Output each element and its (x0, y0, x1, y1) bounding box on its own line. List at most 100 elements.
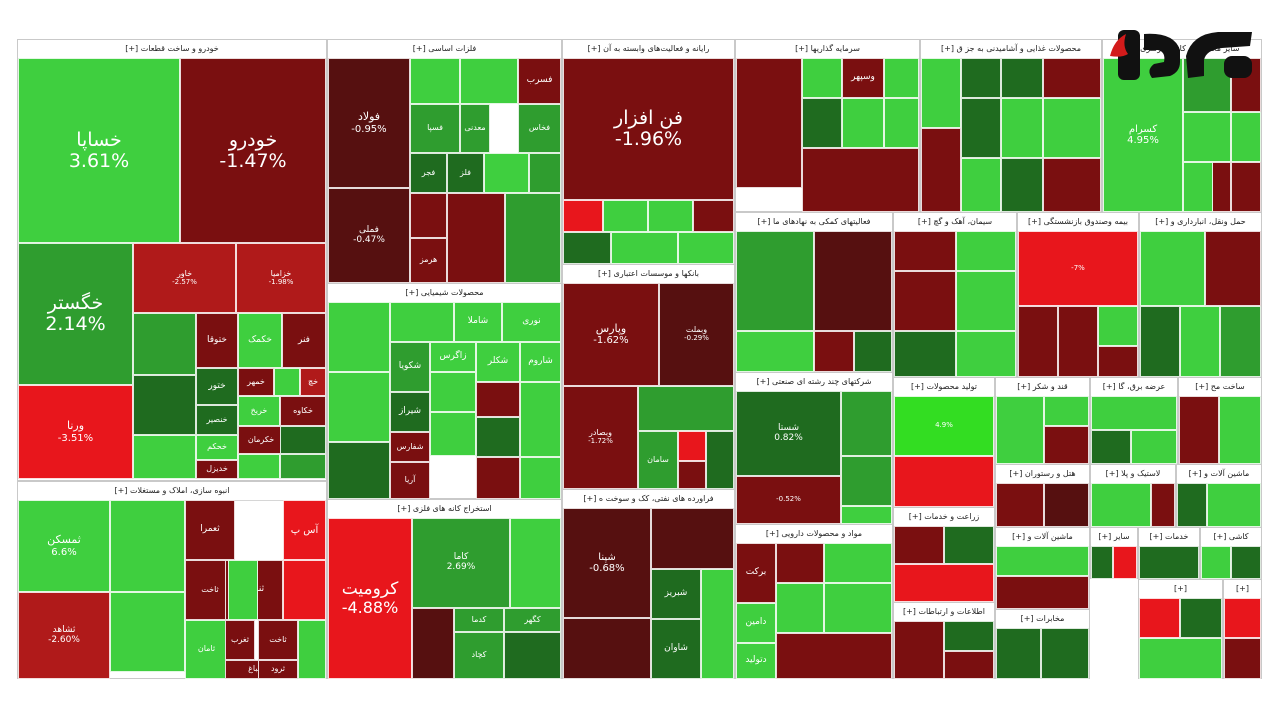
sector-header[interactable]: ماشین آلات و [+] (996, 528, 1089, 547)
stock-tile[interactable] (529, 153, 561, 193)
stock-tile[interactable] (298, 620, 326, 679)
stock-tile[interactable]: خودرو -1.47% (180, 58, 326, 243)
stock-tile[interactable] (814, 331, 854, 372)
sector-header[interactable]: فراورده های نفتی، کک و سوخت ه [+] (563, 490, 734, 509)
stock-tile[interactable]: فن افزار -1.96% (563, 58, 734, 200)
sector-header[interactable]: سرمایه گذاریها [+] (736, 40, 919, 59)
stock-tile[interactable] (447, 193, 505, 283)
stock-tile[interactable] (944, 621, 994, 651)
stock-tile[interactable]: -0.52% (736, 476, 841, 524)
stock-tile[interactable] (701, 569, 734, 679)
stock-tile[interactable] (678, 461, 706, 489)
stock-tile[interactable] (1043, 158, 1101, 212)
stock-tile[interactable] (476, 457, 520, 499)
stock-tile[interactable] (961, 98, 1001, 158)
stock-tile[interactable] (1231, 162, 1261, 212)
stock-tile[interactable]: نوری (502, 302, 561, 342)
stock-tile[interactable] (776, 633, 892, 679)
stock-tile[interactable]: خگستر 2.14% (18, 243, 133, 385)
stock-tile[interactable]: فخاس (518, 104, 561, 153)
sector-header[interactable]: خودرو و ساخت قطعات [+] (18, 40, 326, 59)
stock-tile[interactable] (921, 58, 961, 128)
stock-tile[interactable] (824, 543, 892, 583)
stock-tile[interactable] (1231, 112, 1261, 162)
stock-tile[interactable]: فجر (410, 153, 447, 193)
stock-tile[interactable]: شفارس (390, 432, 430, 462)
stock-tile[interactable] (1058, 306, 1098, 377)
stock-tile[interactable] (824, 583, 892, 633)
stock-tile[interactable] (1177, 483, 1207, 527)
stock-tile[interactable]: خریخ (238, 396, 280, 426)
stock-tile[interactable] (328, 372, 390, 442)
stock-tile[interactable] (678, 431, 706, 461)
stock-tile[interactable] (110, 592, 185, 672)
stock-tile[interactable]: کگهر (504, 608, 561, 632)
stock-tile[interactable]: ثشاهد -2.60% (18, 592, 110, 679)
stock-tile[interactable] (996, 546, 1089, 576)
stock-tile[interactable] (1140, 306, 1180, 377)
stock-tile[interactable] (1224, 598, 1261, 638)
stock-tile[interactable]: فسرب (518, 58, 561, 104)
stock-tile[interactable]: کاما 2.69% (412, 518, 510, 608)
stock-tile[interactable] (238, 454, 280, 479)
stock-tile[interactable] (520, 382, 561, 457)
stock-tile[interactable] (1201, 546, 1231, 579)
stock-tile[interactable] (1140, 231, 1205, 306)
sector-header[interactable]: شرکتهای چند رشته ای صنعتی [+] (736, 373, 892, 392)
stock-tile[interactable] (412, 608, 454, 679)
stock-tile[interactable]: خکاوه (280, 396, 326, 426)
stock-tile[interactable] (1183, 112, 1231, 162)
stock-tile[interactable] (776, 543, 824, 583)
stock-tile[interactable] (1091, 396, 1177, 430)
sector-header[interactable]: انبوه سازی، املاک و مستغلات [+] (18, 482, 326, 501)
stock-tile[interactable]: ثامان (185, 620, 228, 679)
sector-header[interactable]: اطلاعات و ارتباطات [+] (894, 603, 994, 622)
sector-header[interactable]: عرضه برق، گا [+] (1091, 378, 1177, 397)
sector-header[interactable]: محصولات شیمیایی [+] (328, 284, 561, 303)
sector-header[interactable]: قند و شکر [+] (996, 378, 1089, 397)
stock-tile[interactable] (274, 368, 300, 396)
stock-tile[interactable] (603, 200, 648, 232)
sector-header[interactable]: بیمه وصندوق بازنشستگی [+] (1018, 213, 1138, 232)
sector-header[interactable]: مخابرات [+] (996, 610, 1089, 629)
stock-tile[interactable] (961, 158, 1001, 212)
stock-tile[interactable] (410, 58, 460, 104)
stock-tile[interactable]: خدیزل (196, 460, 238, 479)
stock-tile[interactable] (504, 632, 561, 679)
stock-tile[interactable] (280, 454, 326, 479)
stock-tile[interactable] (476, 417, 520, 457)
stock-tile[interactable] (884, 58, 919, 98)
stock-tile[interactable]: معدنی (460, 104, 490, 153)
stock-tile[interactable] (894, 231, 956, 271)
stock-tile[interactable] (921, 128, 961, 212)
stock-tile[interactable] (1179, 396, 1219, 464)
stock-tile[interactable] (1043, 98, 1101, 158)
stock-tile[interactable]: فلز (447, 153, 484, 193)
stock-tile[interactable] (476, 382, 520, 417)
sector-header[interactable]: ماشین آلات و [+] (1177, 465, 1261, 484)
stock-tile[interactable] (1180, 306, 1220, 377)
stock-tile[interactable]: شکلر (476, 342, 520, 382)
stock-tile[interactable]: آس پ (283, 500, 326, 560)
stock-tile[interactable] (133, 375, 196, 435)
stock-tile[interactable]: کسرام 4.95% (1103, 58, 1183, 212)
stock-tile[interactable] (1180, 598, 1222, 638)
stock-tile[interactable] (884, 98, 919, 148)
stock-tile[interactable]: فولاد -0.95% (328, 58, 410, 188)
stock-tile[interactable] (802, 148, 919, 212)
stock-tile[interactable] (484, 153, 529, 193)
stock-tile[interactable] (1139, 546, 1199, 579)
stock-tile[interactable]: ختور (196, 368, 238, 405)
stock-tile[interactable] (1018, 306, 1058, 377)
stock-tile[interactable]: هرمز (410, 238, 447, 283)
stock-tile[interactable] (510, 518, 561, 608)
stock-tile[interactable] (283, 560, 326, 620)
stock-tile[interactable] (841, 391, 892, 456)
stock-tile[interactable] (1224, 638, 1261, 679)
stock-tile[interactable] (110, 500, 185, 592)
stock-tile[interactable]: کرومیت -4.88% (328, 518, 412, 679)
stock-tile[interactable] (1041, 628, 1089, 679)
stock-tile[interactable] (1043, 58, 1101, 98)
stock-tile[interactable]: وسپهر (842, 58, 884, 98)
stock-tile[interactable]: خاور -2.57% (133, 243, 236, 313)
